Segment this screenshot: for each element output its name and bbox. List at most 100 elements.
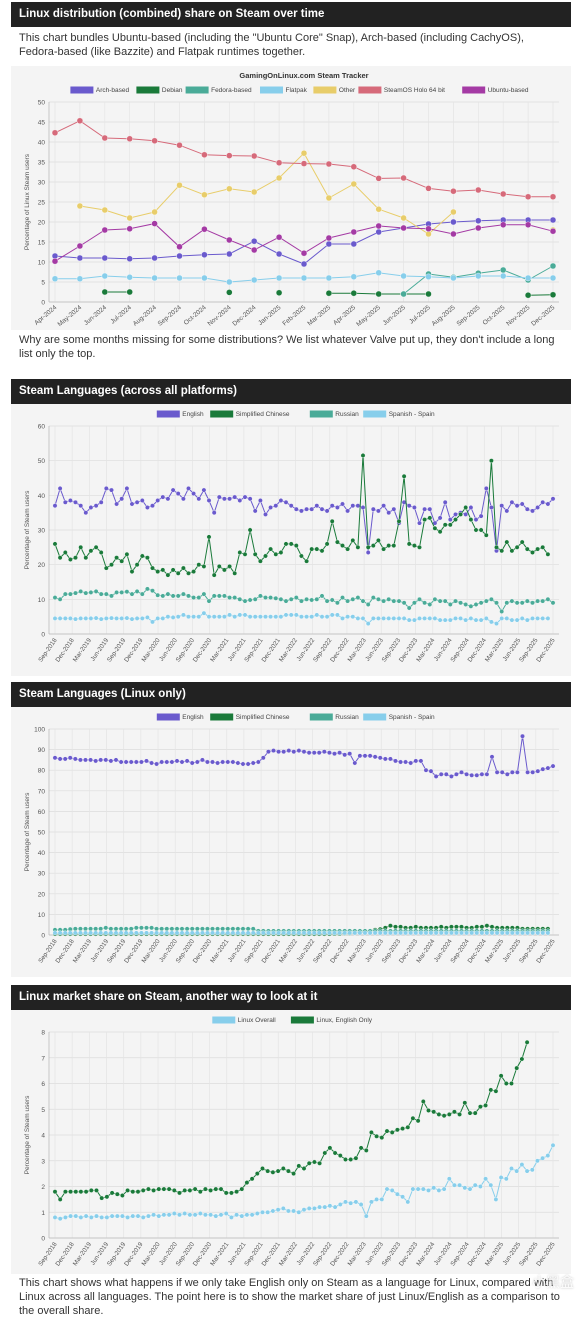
data-point bbox=[244, 1212, 250, 1218]
data-point bbox=[325, 194, 333, 202]
data-point bbox=[293, 506, 299, 512]
data-point bbox=[114, 555, 120, 561]
data-point bbox=[72, 926, 78, 932]
data-point bbox=[374, 1196, 379, 1202]
data-point bbox=[291, 1171, 296, 1177]
data-point bbox=[271, 748, 276, 753]
data-point bbox=[367, 753, 373, 759]
data-point bbox=[314, 503, 320, 509]
data-point bbox=[103, 615, 109, 621]
data-point bbox=[239, 1186, 245, 1192]
data-point bbox=[234, 1189, 240, 1195]
data-point bbox=[254, 1211, 260, 1216]
data-point bbox=[275, 159, 283, 167]
y-axis-label: Percentage of Steam users bbox=[24, 792, 31, 872]
data-point bbox=[120, 1193, 125, 1198]
section-languages-linux: Steam Languages (Linux only) bbox=[11, 682, 571, 707]
data-point bbox=[398, 759, 403, 765]
data-point bbox=[332, 1204, 338, 1210]
data-point bbox=[154, 926, 160, 932]
data-point bbox=[242, 612, 248, 618]
data-point bbox=[433, 774, 439, 779]
data-point bbox=[62, 550, 68, 555]
data-point bbox=[126, 225, 133, 233]
data-point bbox=[164, 759, 170, 765]
data-point bbox=[468, 615, 474, 621]
legend-swatch bbox=[212, 1016, 236, 1024]
data-point bbox=[149, 760, 155, 766]
y-tick-label: 30 bbox=[38, 871, 46, 878]
data-point bbox=[199, 926, 205, 932]
data-point bbox=[540, 544, 546, 550]
legend: Arch-based Debian Fedora-based Flatpak Other… bbox=[70, 86, 529, 94]
data-point bbox=[298, 553, 304, 559]
data-point bbox=[129, 569, 135, 575]
data-point bbox=[184, 930, 190, 936]
data-point bbox=[296, 1209, 302, 1215]
watermark: 小黑盒 bbox=[532, 1275, 574, 1291]
data-point bbox=[545, 765, 551, 771]
data-point bbox=[196, 614, 202, 620]
data-point bbox=[350, 240, 357, 248]
data-point bbox=[128, 926, 134, 932]
data-point bbox=[52, 503, 58, 509]
data-point bbox=[319, 614, 325, 620]
data-point bbox=[453, 512, 458, 517]
data-point bbox=[76, 242, 84, 250]
data-point bbox=[72, 756, 78, 762]
data-point bbox=[83, 555, 89, 561]
data-point bbox=[180, 496, 186, 502]
chart-languages-all: English Simplified Chinese Russian Spanish … bbox=[11, 404, 571, 676]
data-point bbox=[540, 1155, 545, 1161]
chart-languages-linux: English Simplified Chinese Russian Spanish … bbox=[11, 707, 571, 977]
data-point bbox=[176, 274, 183, 282]
data-point bbox=[319, 548, 325, 554]
data-point bbox=[242, 598, 248, 604]
data-point bbox=[362, 753, 368, 759]
data-point bbox=[301, 749, 307, 755]
data-point bbox=[244, 1180, 250, 1186]
data-point bbox=[473, 517, 479, 523]
data-point bbox=[350, 289, 357, 297]
data-point bbox=[483, 615, 489, 621]
data-point bbox=[73, 1189, 79, 1195]
data-point bbox=[484, 771, 490, 777]
legend-label: Ubuntu-based bbox=[488, 87, 529, 94]
data-point bbox=[192, 1186, 198, 1192]
section-title: Linux market share on Steam, another way… bbox=[11, 985, 571, 1010]
data-point bbox=[275, 1207, 281, 1213]
data-point bbox=[437, 529, 443, 535]
data-point bbox=[151, 254, 158, 262]
data-point bbox=[103, 565, 109, 571]
data-point bbox=[252, 614, 258, 620]
data-point bbox=[83, 615, 89, 621]
data-point bbox=[504, 930, 510, 936]
data-point bbox=[154, 930, 160, 936]
data-point bbox=[218, 1186, 224, 1192]
data-point bbox=[175, 593, 181, 599]
data-point bbox=[176, 181, 183, 189]
data-point bbox=[144, 614, 150, 620]
data-point bbox=[180, 612, 186, 618]
data-point bbox=[201, 225, 208, 233]
data-point bbox=[101, 254, 109, 262]
data-point bbox=[234, 1212, 240, 1218]
data-point bbox=[245, 761, 251, 767]
data-point bbox=[368, 1199, 374, 1205]
data-point bbox=[171, 1211, 177, 1216]
data-point bbox=[149, 925, 155, 931]
data-point bbox=[150, 588, 155, 594]
data-point bbox=[186, 593, 191, 599]
data-point bbox=[301, 930, 307, 936]
data-point bbox=[165, 614, 171, 620]
data-point bbox=[377, 755, 383, 761]
data-point bbox=[408, 760, 414, 766]
data-point bbox=[550, 600, 556, 606]
data-point bbox=[88, 926, 94, 932]
data-point bbox=[255, 930, 261, 936]
data-point bbox=[494, 544, 499, 550]
data-point bbox=[109, 487, 114, 493]
data-point bbox=[109, 1190, 115, 1196]
y-tick-label: 80 bbox=[38, 768, 46, 775]
data-point bbox=[350, 537, 356, 543]
